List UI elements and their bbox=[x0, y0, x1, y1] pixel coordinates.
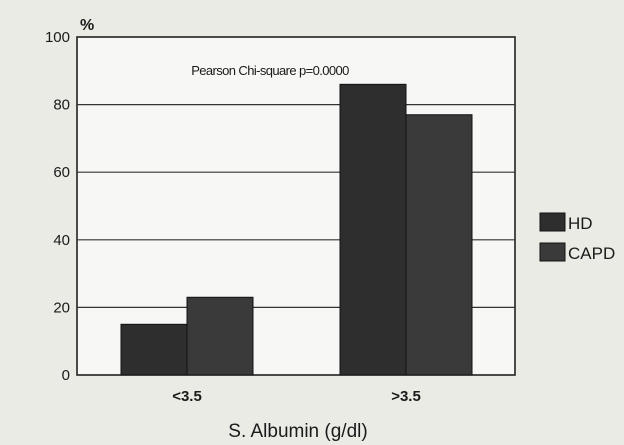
y-tick-label: 80 bbox=[53, 97, 70, 114]
x-axis-title: S. Albumin (g/dl) bbox=[228, 421, 367, 442]
legend: HD CAPD bbox=[539, 212, 615, 263]
y-tick-label: 0 bbox=[62, 367, 70, 384]
y-tick-label: 40 bbox=[53, 232, 70, 249]
y-tick-label: 20 bbox=[53, 299, 70, 316]
bar-capd-1 bbox=[405, 114, 473, 376]
y-unit-label: % bbox=[80, 17, 94, 34]
bar-hd-0 bbox=[120, 323, 188, 376]
legend-label-hd: HD bbox=[568, 214, 593, 233]
legend-swatch-capd bbox=[539, 242, 566, 262]
legend-swatch-hd bbox=[539, 212, 566, 232]
x-category-label: >3.5 bbox=[391, 388, 421, 405]
x-category-labels: <3.5 >3.5 bbox=[172, 388, 421, 405]
x-category-label: <3.5 bbox=[172, 388, 202, 405]
bar-hd-1 bbox=[339, 83, 407, 376]
y-tick-labels: 0 20 40 60 80 100 bbox=[45, 29, 70, 384]
legend-label-capd: CAPD bbox=[568, 244, 615, 263]
bars bbox=[120, 83, 473, 376]
bar-capd-0 bbox=[186, 296, 254, 376]
annotation: Pearson Chi-square p=0.0000 bbox=[191, 63, 349, 78]
y-tick-label: 100 bbox=[45, 29, 70, 46]
y-tick-label: 60 bbox=[53, 164, 70, 181]
